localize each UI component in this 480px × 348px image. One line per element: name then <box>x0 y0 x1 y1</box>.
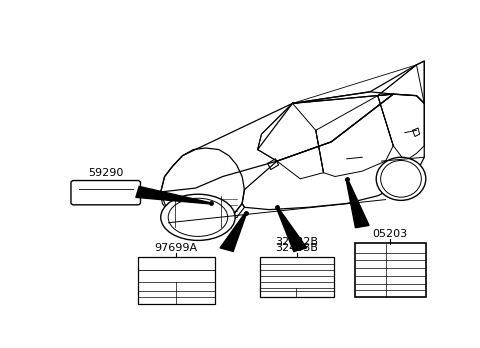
Bar <box>260 258 334 298</box>
Text: 05203: 05203 <box>372 229 408 239</box>
Polygon shape <box>276 207 307 252</box>
Text: 32432B: 32432B <box>275 237 318 247</box>
Bar <box>355 244 426 298</box>
Text: 32453B: 32453B <box>276 243 318 253</box>
Text: 59290: 59290 <box>88 168 123 178</box>
Ellipse shape <box>161 194 235 240</box>
Polygon shape <box>136 187 211 204</box>
Text: 97699A: 97699A <box>155 243 198 253</box>
Ellipse shape <box>381 160 421 197</box>
Ellipse shape <box>376 157 426 200</box>
Polygon shape <box>346 179 369 228</box>
Bar <box>137 258 215 303</box>
Polygon shape <box>220 213 247 252</box>
FancyBboxPatch shape <box>71 181 141 205</box>
Ellipse shape <box>168 198 228 236</box>
